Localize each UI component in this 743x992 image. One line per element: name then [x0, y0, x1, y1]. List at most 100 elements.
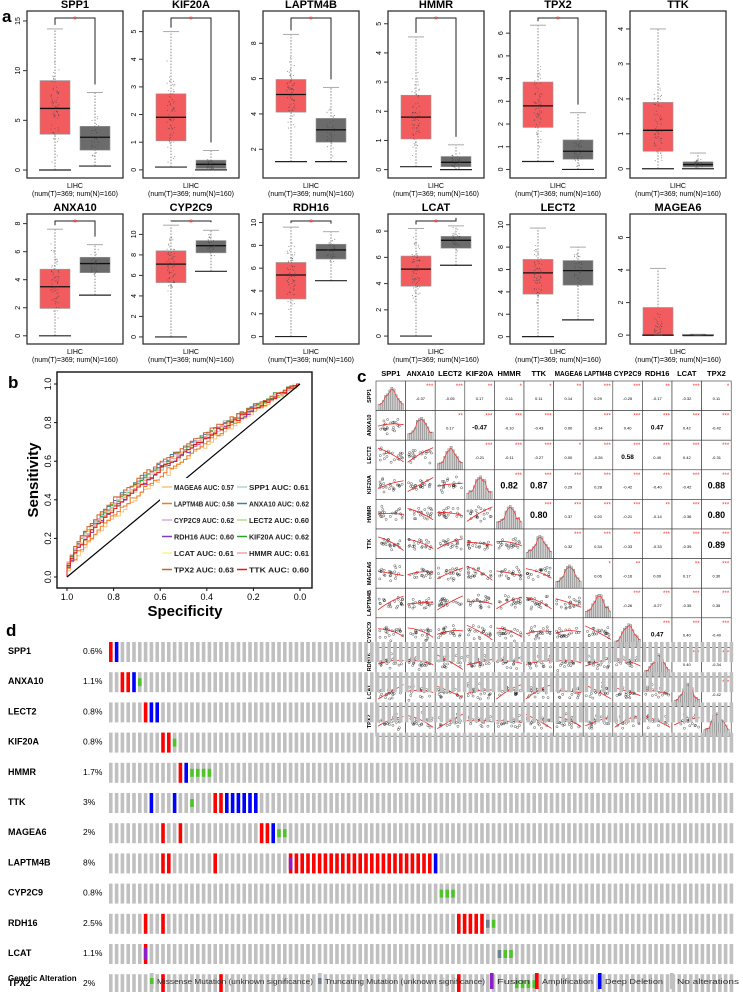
sample-cell [602, 642, 606, 662]
sample-cell [474, 823, 478, 844]
data-point [416, 264, 418, 267]
data-point [660, 334, 662, 336]
data-point [415, 116, 417, 118]
data-point [653, 145, 655, 147]
scatter-point [591, 696, 595, 700]
sample-cell [312, 944, 316, 964]
amplification-mark [126, 672, 130, 693]
data-point [51, 299, 53, 301]
scatter-point [389, 605, 393, 609]
scatter-point [507, 631, 511, 635]
sample-cell [114, 944, 119, 964]
significance-stars: *** [574, 502, 582, 508]
scatter-point [408, 605, 411, 609]
data-point [293, 123, 295, 126]
sample-cell [248, 732, 252, 753]
scatter-point [420, 480, 424, 483]
data-point [332, 147, 334, 149]
scatter-point [429, 507, 433, 510]
data-point [535, 87, 537, 89]
sample-cell [172, 944, 177, 964]
scatter-point [452, 624, 455, 627]
sample-cell [538, 913, 542, 934]
data-point [289, 94, 291, 97]
sample-cell [387, 702, 391, 723]
scatter-point [379, 602, 382, 605]
scatter-point [691, 722, 694, 726]
sample-cell [445, 944, 449, 964]
tumor-box [155, 31, 187, 168]
scatter-point [471, 694, 475, 698]
data-point [54, 287, 56, 289]
sample-cell [120, 762, 125, 783]
scatter-cell [434, 469, 466, 500]
sample-cell [689, 732, 693, 753]
data-point [419, 122, 421, 124]
sample-cell [561, 702, 565, 723]
data-point [167, 90, 169, 92]
sample-cell [236, 642, 241, 662]
sample-cell [230, 853, 235, 874]
scatter-point [384, 543, 388, 547]
data-point [174, 255, 176, 257]
data-point [414, 279, 416, 281]
data-point [658, 132, 660, 134]
data-point [453, 166, 455, 168]
sample-cell [648, 762, 652, 783]
sample-cell [729, 732, 734, 753]
data-point [579, 146, 581, 148]
sample-cell [410, 883, 415, 904]
scatter-point [382, 419, 386, 423]
amplification-mark [317, 853, 322, 874]
data-point [419, 277, 421, 279]
scatter-point [485, 632, 488, 636]
sample-cell [381, 793, 386, 813]
scatter-point [567, 663, 570, 667]
cell-frame [642, 558, 673, 589]
loess-line [466, 659, 493, 666]
tumor-box [642, 28, 674, 170]
data-point [292, 84, 294, 87]
sample-cell [422, 944, 426, 964]
scatter-point [452, 484, 456, 488]
sample-cell [283, 883, 287, 904]
data-point [289, 75, 292, 77]
sample-cell [497, 672, 502, 693]
y-tick-label: 1 [618, 132, 625, 136]
significance-stars: *** [693, 502, 701, 508]
sample-cell [225, 853, 229, 874]
sample-cell [636, 913, 641, 934]
missense-mark [138, 678, 142, 687]
plot-frame [26, 10, 124, 179]
data-point [417, 81, 419, 83]
sample-cell [219, 944, 223, 964]
sample-cell [132, 853, 136, 874]
sample-cell [625, 642, 629, 662]
data-point [452, 169, 454, 171]
correlation-cell: -0.26*** [582, 439, 614, 471]
correlation-cell: 0.11* [701, 380, 732, 411]
scatter-point [588, 726, 591, 730]
scatter-point [419, 664, 423, 668]
sample-cell [358, 702, 362, 723]
sample-cell [451, 944, 455, 964]
data-point [660, 141, 662, 144]
scatter-point [556, 669, 560, 672]
data-point [414, 112, 416, 114]
sample-cell [491, 883, 496, 904]
data-point [287, 127, 289, 129]
data-point [289, 103, 291, 105]
tumor-box [275, 226, 307, 338]
data-point [50, 288, 52, 291]
scatter-cell [405, 528, 436, 559]
sample-cell [729, 642, 734, 662]
sample-cell [700, 732, 705, 753]
sample-cell [265, 853, 270, 874]
oncoprint-row-magea6: MAGEA6 2% [8, 823, 734, 844]
cell-frame [553, 380, 584, 411]
data-point [452, 159, 454, 161]
scatter-point [574, 599, 578, 603]
sample-cell [335, 793, 339, 813]
data-point [417, 269, 419, 272]
data-point [574, 267, 576, 269]
